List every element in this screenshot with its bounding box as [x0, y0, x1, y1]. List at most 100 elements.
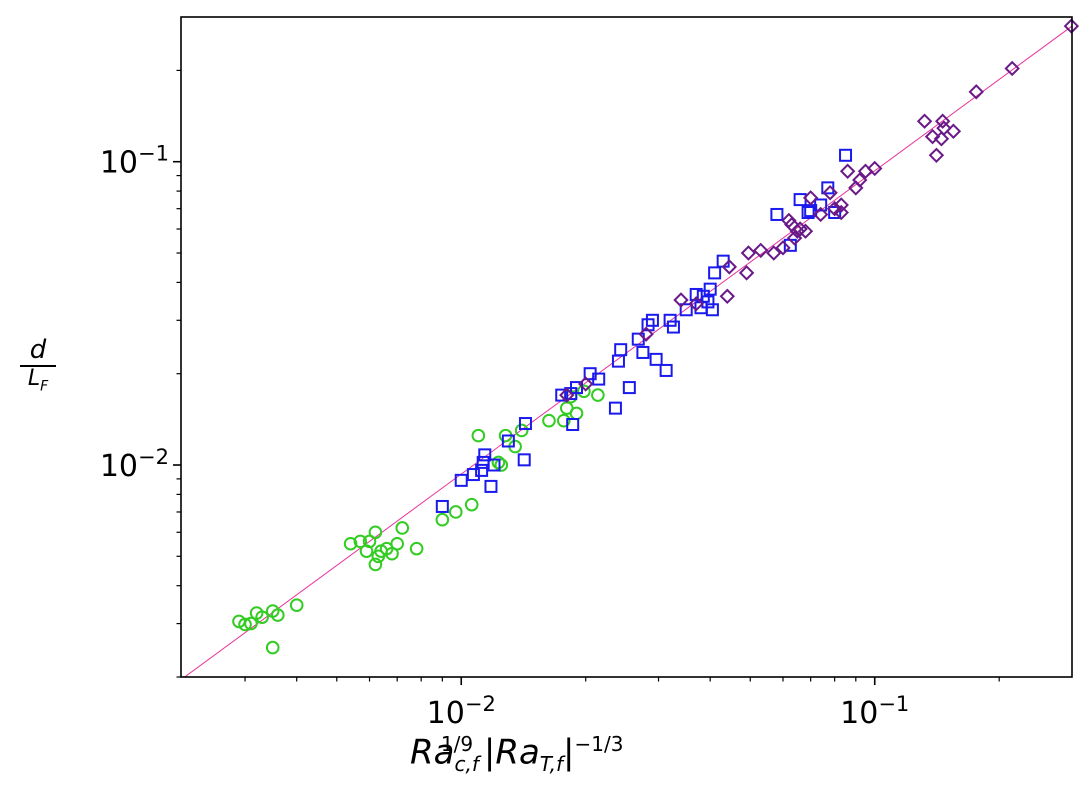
data-point-square — [689, 287, 703, 301]
series-circle — [232, 384, 605, 655]
data-point-diamond — [673, 292, 689, 308]
data-point-square — [839, 148, 853, 162]
data-point-square — [592, 372, 606, 386]
data-point-diamond — [559, 387, 575, 403]
data-point-circle — [514, 423, 529, 438]
data-point-diamond — [833, 197, 849, 213]
data-point-diamond — [928, 147, 945, 163]
data-point-circle — [409, 541, 424, 556]
data-point-square — [614, 343, 628, 357]
data-point-square — [608, 401, 622, 415]
data-point-square — [555, 388, 569, 402]
data-point-circle — [368, 525, 383, 540]
data-point-square — [703, 282, 717, 296]
data-point-square — [518, 417, 532, 431]
data-point-diamond — [740, 245, 757, 261]
data-point-diamond — [688, 296, 704, 312]
data-point-square — [435, 499, 449, 513]
x-axis-label: Rac,f1/9 |RaT,f|−1/3 — [410, 732, 624, 777]
data-point-diamond — [839, 163, 856, 179]
data-point-circle — [265, 640, 280, 655]
data-point-circle — [244, 616, 258, 631]
data-point-circle — [556, 413, 571, 428]
data-point-square — [454, 473, 468, 487]
data-point-square — [466, 468, 480, 482]
data-point-circle — [494, 458, 509, 472]
data-point-square — [622, 381, 636, 395]
data-point-diamond — [719, 288, 736, 304]
data-point-diamond — [638, 326, 654, 342]
data-point-diamond — [822, 185, 838, 201]
data-point-square — [679, 303, 693, 317]
data-point-square — [475, 463, 489, 477]
data-point-diamond — [833, 204, 849, 221]
data-point-diamond — [934, 113, 951, 129]
data-point-circle — [289, 598, 304, 612]
data-point-square — [701, 295, 715, 309]
data-point-circle — [542, 413, 556, 428]
data-point-square — [705, 303, 719, 317]
data-point-circle — [448, 505, 463, 519]
data-point-square — [663, 313, 677, 327]
data-point-square — [814, 198, 828, 212]
data-point-circle — [238, 617, 252, 632]
data-point-diamond — [812, 206, 829, 223]
data-point-diamond — [936, 120, 952, 136]
data-point-diamond — [924, 128, 941, 145]
series-diamond — [559, 18, 1080, 403]
data-point-circle — [471, 428, 486, 443]
data-point-diamond — [867, 160, 883, 177]
y-tick-label: 10−1 — [100, 142, 169, 181]
series-square — [435, 148, 853, 513]
data-point-square — [708, 266, 722, 280]
data-point-circle — [491, 455, 506, 470]
data-point-circle — [577, 384, 591, 399]
data-point-circle — [343, 536, 358, 551]
data-point-diamond — [775, 240, 791, 256]
data-point-diamond — [933, 131, 950, 147]
data-point-diamond — [852, 172, 868, 188]
data-point-circle — [591, 388, 605, 402]
data-point-square — [636, 345, 650, 359]
data-point-circle — [270, 608, 285, 622]
data-point-diamond — [916, 113, 933, 129]
data-point-square — [666, 320, 680, 334]
data-point-square — [645, 313, 659, 327]
data-point-diamond — [826, 200, 843, 217]
data-point-circle — [255, 610, 269, 624]
data-point-square — [484, 479, 498, 493]
data-point-circle — [353, 534, 368, 549]
data-point-diamond — [753, 242, 769, 259]
data-point-diamond — [721, 259, 738, 275]
data-point-diamond — [968, 84, 984, 100]
data-point-circle — [368, 557, 383, 572]
y-axis-label: d LF — [16, 336, 60, 394]
data-point-diamond — [738, 265, 755, 281]
data-point-diamond — [945, 123, 962, 139]
data-point-circle — [390, 536, 404, 551]
data-point-square — [517, 453, 531, 467]
data-point-square — [801, 206, 815, 220]
data-point-square — [649, 352, 663, 366]
data-point-square — [770, 207, 784, 221]
data-point-circle — [435, 512, 450, 527]
data-point-diamond — [766, 245, 782, 261]
data-point-diamond — [1004, 60, 1020, 77]
data-point-square — [478, 448, 492, 462]
data-point-diamond — [802, 190, 819, 206]
data-point-circle — [464, 497, 479, 512]
plot-frame — [180, 16, 1073, 678]
data-point-circle — [395, 521, 410, 535]
data-point-square — [828, 206, 842, 220]
data-point-square — [566, 418, 580, 432]
data-point-square — [821, 181, 835, 195]
data-point-square — [487, 458, 501, 472]
data-point-diamond — [578, 376, 594, 392]
data-point-square — [659, 363, 673, 377]
data-point-diamond — [797, 223, 814, 239]
x-tick-label: 10−2 — [427, 692, 496, 731]
x-tick-label: 10−1 — [840, 692, 909, 731]
data-point-square — [501, 434, 515, 448]
y-tick-label: 10−2 — [100, 445, 169, 484]
